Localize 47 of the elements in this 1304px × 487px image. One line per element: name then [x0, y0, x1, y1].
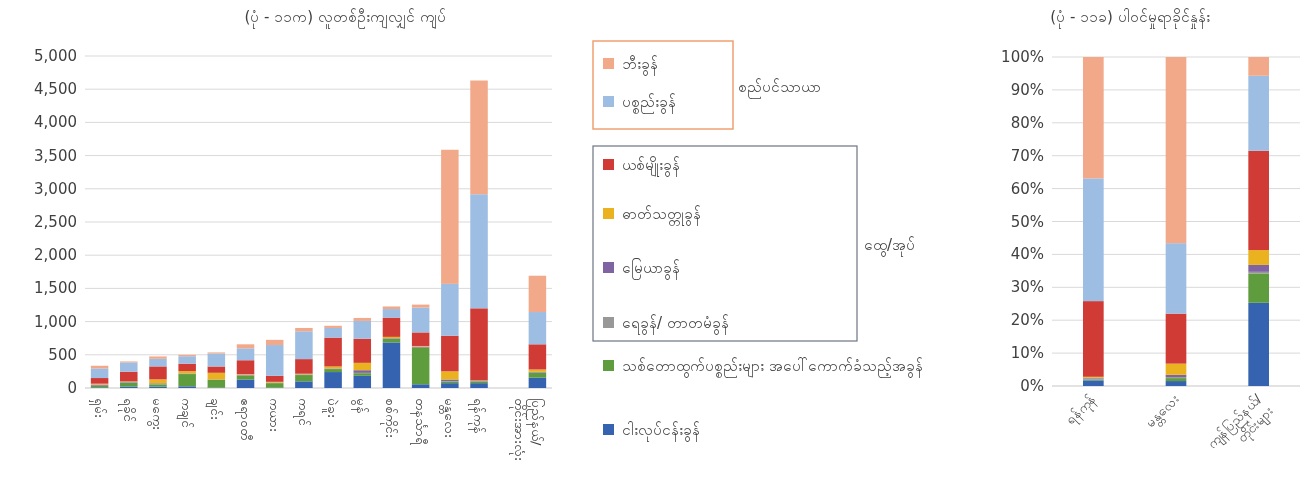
x-tick-label: စစ်ကိုင်း	[380, 398, 399, 438]
x-tick-label: ဧရာဝတီ	[234, 398, 253, 440]
y-tick-label: 1,500	[34, 279, 77, 298]
y-tick-label: 3,500	[34, 146, 77, 165]
x-tick-label: ရန်ကုန်	[468, 398, 487, 434]
y-tick-label: 10%	[1010, 344, 1044, 363]
y-tick-label: 4,000	[34, 113, 77, 132]
y-tick-label: 70%	[1010, 146, 1044, 165]
x-tick-label: တနင်္သာရီ	[409, 398, 428, 445]
legend-label: ဓာတ်သတ္တုခွန်	[622, 205, 701, 226]
x-tick-label: ကယား	[266, 398, 282, 432]
x-tick-label: ရခိုင်	[117, 398, 136, 422]
legend-label: ဘီးခွန်	[622, 55, 658, 76]
legend-label: ပစ္စည်းခွန်	[622, 93, 676, 114]
y-tick-label: 100%	[1001, 48, 1044, 66]
y-tick-label: 0%	[1020, 377, 1044, 395]
y-tick-label: 2,500	[34, 213, 77, 231]
x-tick-label: ပဲခူး	[322, 398, 341, 418]
y-tick-label: 80%	[1010, 113, 1044, 132]
y-tick-label: 90%	[1010, 80, 1044, 99]
x-tick-label: ကရင်	[292, 398, 311, 426]
y-tick-label: 50%	[1010, 212, 1044, 231]
y-tick-label: 3,000	[34, 179, 77, 198]
legend-label: ရေခွန်/ တာတမံခွန်	[622, 314, 729, 335]
y-tick-label: 500	[48, 345, 77, 364]
legend-label: သစ်တောထွက်ပစ္စည်းများ အပေါ်ကောက်ခံသည့်အခွန်	[622, 357, 923, 378]
y-tick-label: 60%	[1010, 179, 1044, 198]
x-tick-label: ချင်း	[205, 398, 224, 420]
x-tick-label: မွန်	[351, 398, 370, 414]
legend-label: မြေယာခွန်	[622, 258, 680, 280]
y-tick-label: 4,500	[34, 80, 77, 99]
x-tick-label: မကွေး	[146, 398, 165, 430]
x-tick-label: မန္တလေး	[438, 398, 457, 438]
legend-label: ယစ်မျိုးခွန်	[622, 156, 680, 177]
x-tick-label: ကချင်	[176, 398, 195, 428]
y-tick-label: 2,000	[34, 246, 77, 265]
y-tick-label: 0	[67, 379, 77, 397]
y-tick-label: 1,000	[34, 312, 77, 331]
chart-title: (ပုံ - ၁၁ခ) ပါဝင်မှုရာခိုင်နှုန်း	[1050, 8, 1210, 29]
x-tick-label: ရှမ်း	[88, 398, 107, 418]
y-tick-label: 5,000	[34, 47, 77, 65]
y-tick-label: 30%	[1010, 278, 1044, 297]
y-tick-label: 40%	[1010, 245, 1044, 264]
chart-title: (ပုံ - ၁၁က) လူတစ်ဦးကျလျှင် ကျပ်	[244, 8, 446, 29]
x-tick-label: ပြည်နယ်/ တိုင်းအားလုံး	[509, 398, 546, 461]
y-tick-label: 20%	[1010, 311, 1044, 330]
legend-label: ငါးလုပ်ငန်းခွန်	[622, 421, 700, 442]
